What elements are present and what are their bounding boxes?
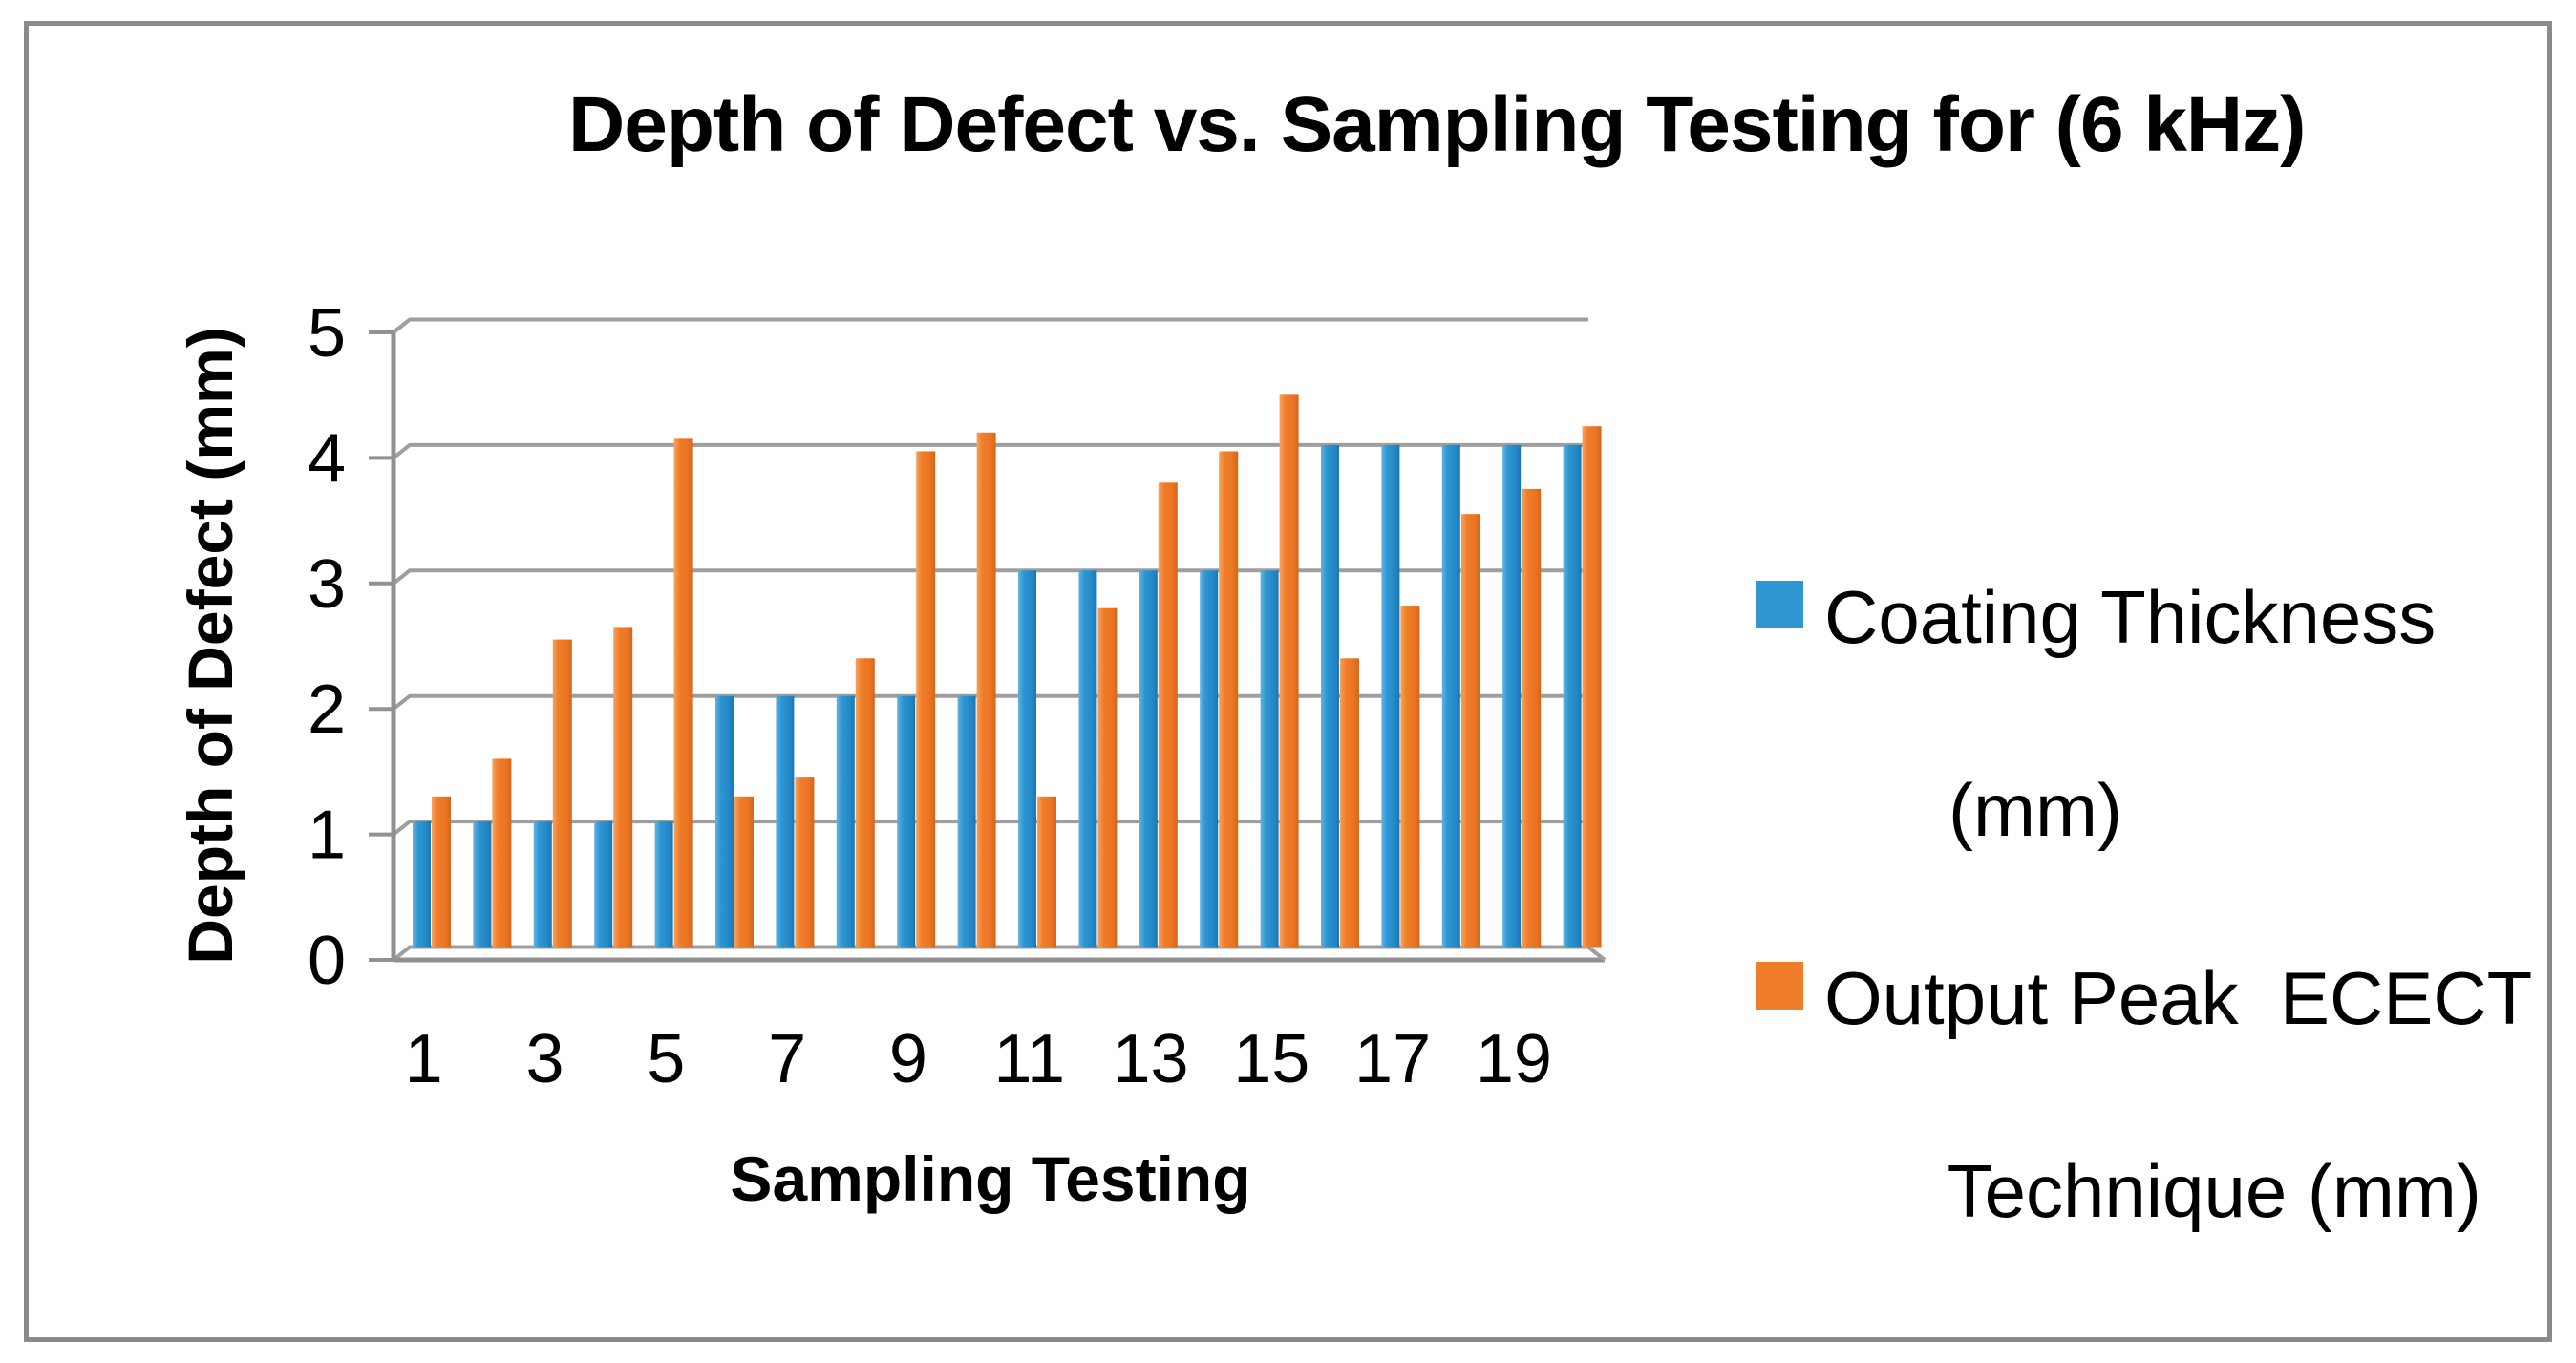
bar-coating-thickness-5 [654, 821, 673, 948]
bar-coating-thickness-10 [957, 695, 976, 948]
gridline-y-3 [392, 568, 1588, 586]
bar-coating-thickness-3 [533, 821, 552, 948]
bar-output-peak-ecect-4 [613, 627, 633, 948]
x-tick-label: 9 [889, 1021, 927, 1097]
bar-output-peak-ecect-18 [1460, 514, 1480, 948]
bar-output-peak-ecect-20 [1582, 426, 1602, 948]
y-tick-label: 2 [308, 671, 346, 748]
x-tick-label: 3 [525, 1021, 564, 1097]
bar-coating-thickness-1 [413, 821, 431, 948]
bar-coating-thickness-12 [1078, 570, 1097, 948]
bar-coating-thickness-4 [594, 821, 613, 948]
gridline-y-1 [392, 820, 1588, 837]
bar-output-peak-ecect-1 [432, 796, 451, 948]
bar-coating-thickness-20 [1563, 444, 1582, 948]
bar-output-peak-ecect-19 [1522, 488, 1542, 948]
gridline-y-5 [392, 317, 1588, 334]
bar-output-peak-ecect-15 [1279, 394, 1299, 948]
y-tick-label: 0 [308, 923, 346, 999]
bar-coating-thickness-11 [1018, 570, 1036, 948]
bar-output-peak-ecect-8 [855, 658, 875, 948]
x-tick-label: 17 [1354, 1021, 1431, 1097]
x-tick-label: 13 [1112, 1021, 1188, 1097]
x-tick-label: 15 [1233, 1021, 1309, 1097]
bar-coating-thickness-16 [1321, 444, 1339, 948]
x-tick-label: 7 [768, 1021, 806, 1097]
bar-coating-thickness-15 [1260, 570, 1279, 948]
gridline-y-4 [392, 442, 1588, 459]
bar-output-peak-ecect-10 [976, 432, 996, 948]
bar-output-peak-ecect-7 [795, 777, 815, 948]
bar-coating-thickness-6 [715, 695, 734, 948]
legend-item-coating-thickness: Coating Thickness (mm) [1756, 569, 2520, 859]
legend-label-line: Output Peak ECECT [1824, 956, 2533, 1040]
legend-label: Output Peak ECECT Technique (mm) [1824, 950, 2532, 1240]
bar-output-peak-ecect-14 [1219, 451, 1239, 948]
bar-output-peak-ecect-17 [1400, 606, 1420, 948]
gridline-y-0 [392, 945, 1588, 962]
bar-output-peak-ecect-5 [673, 438, 693, 948]
legend-swatch-orange [1756, 962, 1803, 1010]
bar-coating-thickness-18 [1441, 444, 1460, 948]
bar-coating-thickness-9 [897, 695, 916, 948]
legend-label-line: (mm) [1948, 768, 2122, 852]
x-tick-label: 19 [1476, 1021, 1552, 1097]
y-tick-label: 4 [308, 420, 346, 497]
bar-coating-thickness-14 [1200, 570, 1219, 948]
bar-output-peak-ecect-16 [1340, 658, 1359, 948]
bar-output-peak-ecect-12 [1097, 607, 1118, 948]
gridline-y-2 [392, 693, 1588, 711]
x-tick-label: 5 [647, 1021, 685, 1097]
legend: Coating Thickness (mm) Output Peak ECECT… [1756, 569, 2532, 1331]
bar-coating-thickness-13 [1139, 570, 1158, 948]
y-tick-label: 3 [308, 546, 346, 623]
legend-swatch-blue [1756, 581, 1803, 628]
bar-output-peak-ecect-6 [734, 796, 754, 948]
bar-output-peak-ecect-3 [552, 639, 572, 948]
bar-output-peak-ecect-9 [916, 451, 936, 948]
bar-coating-thickness-7 [776, 695, 795, 948]
x-tick-label: 11 [993, 1021, 1065, 1097]
bar-output-peak-ecect-2 [492, 758, 512, 948]
legend-label-line: Technique (mm) [1947, 1149, 2481, 1233]
legend-label-line: Coating Thickness [1824, 575, 2437, 659]
floor-edge [1586, 945, 1607, 962]
legend-label: Coating Thickness (mm) [1824, 569, 2436, 859]
x-tick-label: 1 [405, 1021, 443, 1097]
legend-item-output-peak-ecect: Output Peak ECECT Technique (mm) [1756, 950, 2532, 1240]
bar-output-peak-ecect-13 [1158, 482, 1178, 948]
bar-coating-thickness-8 [836, 695, 855, 948]
bar-coating-thickness-2 [473, 821, 492, 948]
bar-coating-thickness-17 [1381, 444, 1400, 948]
y-tick-label: 1 [308, 798, 346, 874]
y-tick-label: 5 [308, 295, 346, 372]
bar-coating-thickness-19 [1502, 444, 1522, 948]
bar-output-peak-ecect-11 [1037, 796, 1056, 948]
x-axis-title: Sampling Testing [730, 1143, 1251, 1214]
chart-title: Depth of Defect vs. Sampling Testing for… [568, 81, 2306, 168]
